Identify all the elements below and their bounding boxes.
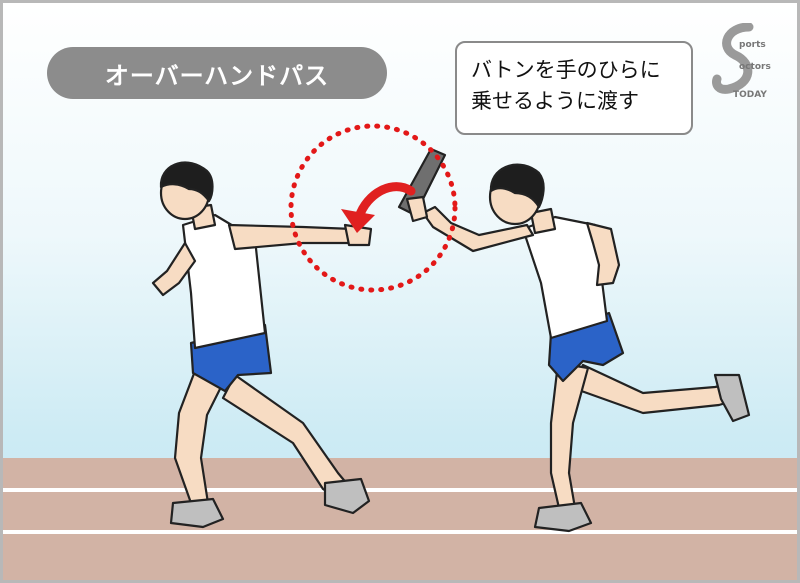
callout-line-1: バトンを手のひらに bbox=[471, 58, 661, 82]
callout-line-2: 乗せるように渡す bbox=[471, 89, 639, 113]
lane-line bbox=[3, 530, 797, 534]
receiver-runner bbox=[151, 161, 373, 529]
instruction-callout: バトンを手のひらに 乗せるように渡す bbox=[455, 41, 693, 135]
passer-runner bbox=[397, 147, 751, 533]
page-title: オーバーハンドパス bbox=[47, 47, 387, 99]
relay-illustration bbox=[151, 123, 751, 533]
dotted-circle-icon bbox=[288, 123, 458, 293]
sports-logo: ports octors TODAY bbox=[712, 23, 771, 100]
lane-line bbox=[3, 488, 797, 492]
svg-text:octors: octors bbox=[739, 62, 771, 72]
svg-text:ports: ports bbox=[739, 40, 766, 50]
curved-arrow-icon bbox=[341, 182, 416, 233]
svg-text:TODAY: TODAY bbox=[733, 90, 767, 100]
running-track bbox=[3, 458, 797, 580]
